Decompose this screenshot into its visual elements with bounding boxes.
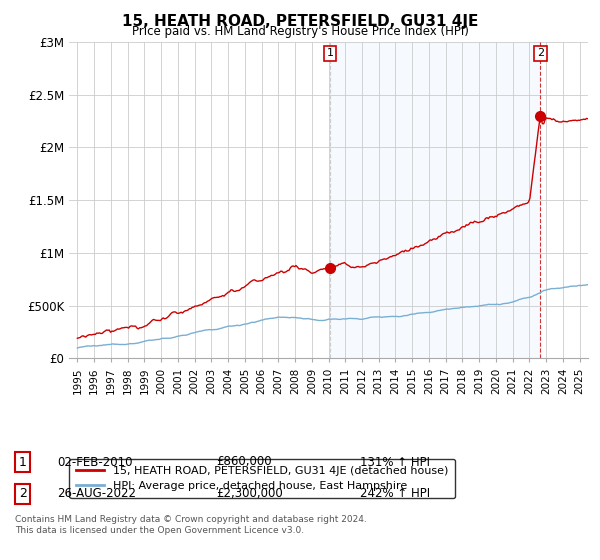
Text: 1: 1: [326, 48, 334, 58]
Text: 1: 1: [19, 455, 27, 469]
Legend: 15, HEATH ROAD, PETERSFIELD, GU31 4JE (detached house), HPI: Average price, deta: 15, HEATH ROAD, PETERSFIELD, GU31 4JE (d…: [70, 459, 455, 498]
Text: 15, HEATH ROAD, PETERSFIELD, GU31 4JE: 15, HEATH ROAD, PETERSFIELD, GU31 4JE: [122, 14, 478, 29]
Text: 242% ↑ HPI: 242% ↑ HPI: [360, 487, 430, 501]
Text: £2,300,000: £2,300,000: [216, 487, 283, 501]
Text: Price paid vs. HM Land Registry's House Price Index (HPI): Price paid vs. HM Land Registry's House …: [131, 25, 469, 38]
Text: Contains HM Land Registry data © Crown copyright and database right 2024.
This d: Contains HM Land Registry data © Crown c…: [15, 515, 367, 535]
Bar: [330, 42, 540, 358]
Text: £860,000: £860,000: [216, 455, 272, 469]
Text: 26-AUG-2022: 26-AUG-2022: [57, 487, 136, 501]
Text: 131% ↑ HPI: 131% ↑ HPI: [360, 455, 430, 469]
Text: 02-FEB-2010: 02-FEB-2010: [57, 455, 133, 469]
Text: 2: 2: [537, 48, 544, 58]
Text: 2: 2: [19, 487, 27, 501]
